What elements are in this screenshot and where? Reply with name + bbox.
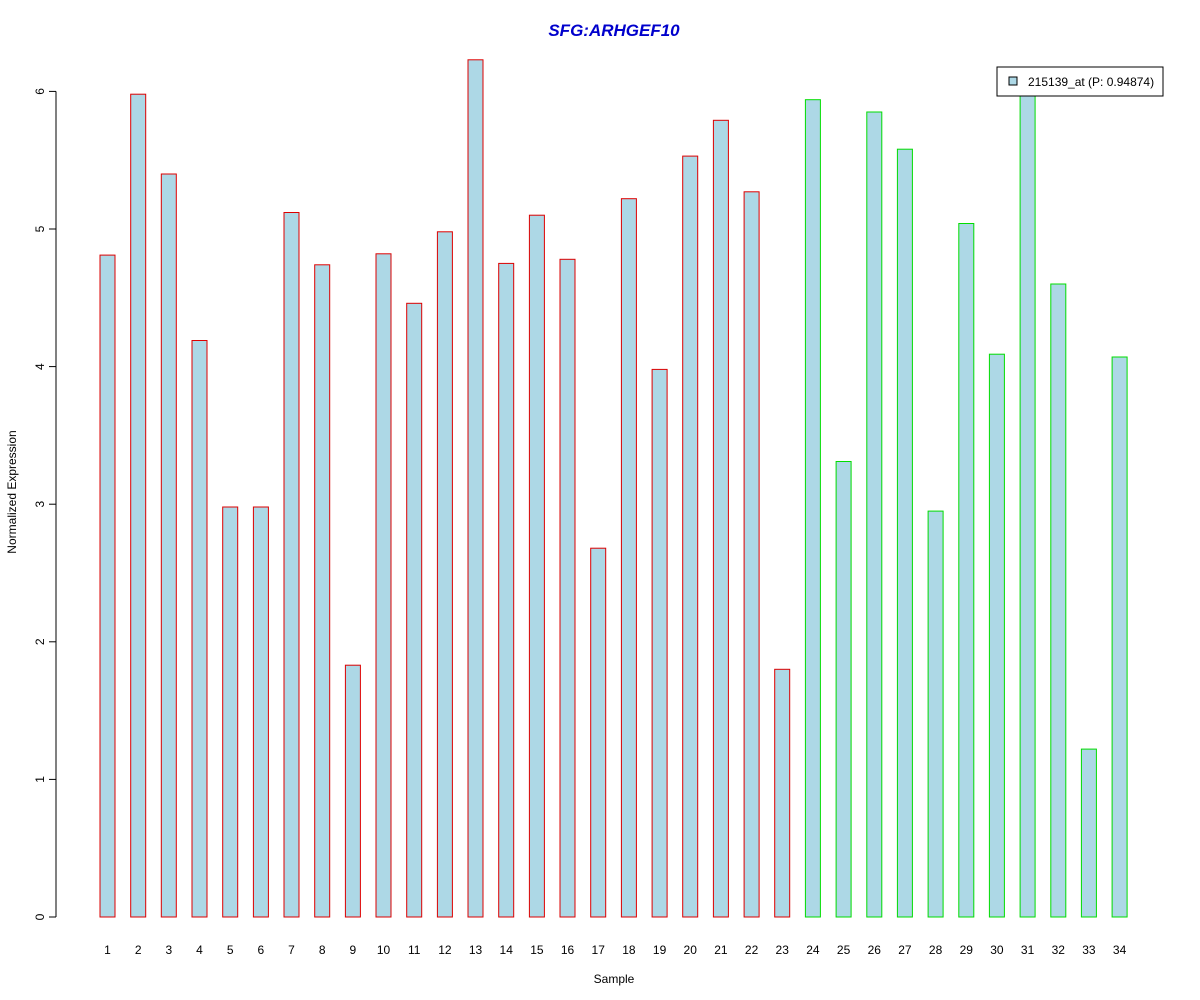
bar (866, 111, 883, 918)
x-tick-label: 10 (377, 943, 391, 957)
bar (222, 506, 239, 918)
x-tick-label: 22 (745, 943, 759, 957)
y-tick-label: 2 (33, 638, 47, 645)
y-tick-label: 5 (33, 225, 47, 232)
bar (130, 93, 147, 918)
bar (406, 302, 423, 918)
x-tick-label: 30 (990, 943, 1004, 957)
x-tick-label: 1 (104, 943, 111, 957)
bar (927, 510, 944, 918)
bar (436, 231, 453, 918)
x-tick-label: 3 (165, 943, 172, 957)
x-axis-label: Sample (594, 972, 635, 986)
x-tick-label: 23 (776, 943, 790, 957)
y-tick-label: 1 (33, 776, 47, 783)
bar (160, 173, 177, 918)
bar (528, 214, 545, 918)
x-tick-label: 18 (622, 943, 636, 957)
x-tick-label: 8 (319, 943, 326, 957)
x-tick-label: 2 (135, 943, 142, 957)
bar (1080, 748, 1097, 918)
bar (283, 212, 300, 918)
bar (988, 353, 1005, 918)
x-tick-label: 12 (438, 943, 452, 957)
bar (896, 148, 913, 918)
bar (774, 668, 791, 918)
x-tick-label: 34 (1113, 943, 1127, 957)
bar (191, 340, 208, 918)
x-tick-label: 6 (258, 943, 265, 957)
x-tick-label: 13 (469, 943, 483, 957)
bar (835, 461, 852, 918)
chart-title: SFG:ARHGEF10 (548, 21, 680, 40)
x-tick-label: 29 (960, 943, 974, 957)
x-tick-label: 4 (196, 943, 203, 957)
x-tick-label: 5 (227, 943, 234, 957)
x-tick-label: 20 (684, 943, 698, 957)
bar (712, 119, 729, 918)
x-tick-label: 28 (929, 943, 943, 957)
bar (314, 264, 331, 918)
bar (804, 99, 821, 918)
bar (344, 664, 361, 918)
legend-swatch (1008, 76, 1018, 86)
x-tick-label: 19 (653, 943, 667, 957)
bar (743, 191, 760, 918)
x-tick-label: 9 (350, 943, 357, 957)
legend-entry: 215139_at (P: 0.94874) (1028, 75, 1154, 89)
y-axis-label: Normalized Expression (5, 430, 19, 553)
bar (559, 258, 576, 918)
y-tick-label: 0 (33, 913, 47, 920)
x-tick-label: 31 (1021, 943, 1035, 957)
y-axis: 0 1 2 3 4 5 6 (33, 88, 57, 920)
x-tick-label: 7 (288, 943, 295, 957)
bar (958, 223, 975, 918)
legend-box (996, 66, 1164, 97)
x-tick-label: 26 (868, 943, 882, 957)
bar (590, 547, 607, 918)
y-tick-label: 4 (33, 363, 47, 370)
y-tick-label: 6 (33, 88, 47, 95)
x-tick-label: 32 (1052, 943, 1066, 957)
bar (467, 59, 484, 918)
x-tick-label: 16 (561, 943, 575, 957)
x-tick-label: 25 (837, 943, 851, 957)
bar (375, 253, 392, 918)
bar (498, 262, 515, 918)
bar (651, 368, 668, 918)
bar (1050, 283, 1067, 918)
x-tick-label: 11 (408, 943, 421, 957)
bar (682, 155, 699, 918)
x-tick-label: 21 (714, 943, 728, 957)
x-tick-label: 27 (898, 943, 912, 957)
bars (99, 59, 1128, 918)
x-tick-label: 24 (806, 943, 820, 957)
x-tick-label: 15 (530, 943, 544, 957)
bar (1111, 356, 1128, 918)
bar (620, 198, 637, 918)
bar (252, 506, 269, 918)
bar (99, 254, 116, 918)
x-tick-label: 17 (592, 943, 606, 957)
bar (1019, 89, 1036, 918)
y-tick-label: 3 (33, 501, 47, 508)
x-axis: 1 2 3 4 5 6 7 8 9 10 11 12 13 14 15 16 17 18 19 20 21 22 23 24 2… (104, 943, 1126, 957)
x-tick-label: 33 (1082, 943, 1096, 957)
legend: 215139_at (P: 0.94874) (996, 66, 1164, 97)
x-tick-label: 14 (500, 943, 514, 957)
